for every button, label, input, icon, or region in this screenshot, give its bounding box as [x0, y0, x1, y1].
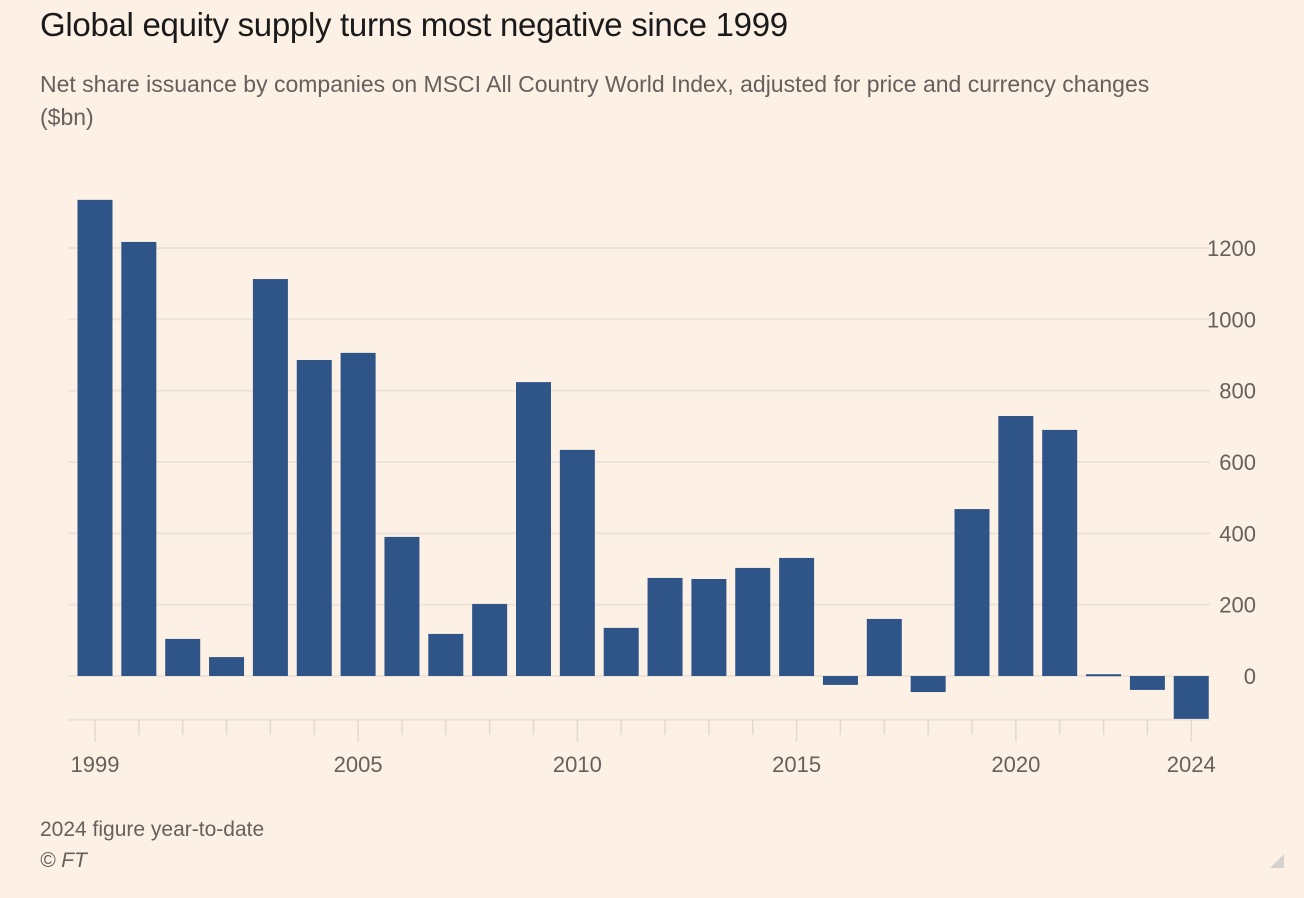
y-axis: 0 200 400 600 800 1000 1200 [1207, 236, 1256, 689]
bar-2020 [998, 415, 1034, 676]
y-tick-label: 600 [1219, 450, 1256, 475]
source-credit: © FT [40, 849, 87, 872]
bar-2016 [822, 676, 858, 685]
bars [77, 199, 1209, 720]
x-tick-label: 1999 [71, 752, 120, 777]
x-tick-label: 2015 [772, 752, 821, 777]
chart-title: Global equity supply turns most negative… [40, 6, 788, 43]
bar-2024 [1173, 676, 1209, 720]
x-tick-label: 2020 [991, 752, 1040, 777]
bar-2001 [165, 638, 201, 676]
bar-2003 [252, 279, 288, 676]
y-tick-label: 0 [1244, 664, 1256, 689]
x-tick-label: 2010 [553, 752, 602, 777]
bar-2018 [910, 676, 946, 693]
y-tick-label: 1200 [1207, 236, 1256, 261]
bar-2022 [1086, 674, 1122, 677]
bar-2015 [779, 557, 815, 676]
bar-2017 [866, 618, 902, 676]
footnote: 2024 figure year-to-date [40, 818, 265, 841]
y-tick-label: 400 [1219, 521, 1256, 546]
bar-2004 [296, 359, 332, 676]
x-tick-label: 2024 [1167, 752, 1216, 777]
resize-handle-icon[interactable] [1270, 854, 1284, 868]
bar-2005 [340, 352, 376, 676]
bar-2013 [691, 578, 727, 676]
bar-1999 [77, 199, 113, 676]
bar-2009 [516, 382, 551, 676]
bar-2008 [472, 603, 508, 676]
chart-subtitle: Net share issuance by companies on MSCI … [40, 71, 1150, 130]
bar-2002 [209, 657, 245, 676]
x-axis: 1999 2005 2010 2015 2020 2024 [68, 718, 1216, 777]
bar-2023 [1129, 676, 1165, 690]
bar-2007 [428, 633, 464, 676]
x-tick-label: 2005 [334, 752, 383, 777]
gridlines [68, 247, 1210, 677]
y-tick-label: 800 [1219, 379, 1256, 404]
bar-2000 [121, 241, 157, 677]
bar-2006 [384, 536, 420, 676]
bar-2021 [1042, 429, 1078, 676]
y-tick-label: 1000 [1207, 307, 1256, 332]
bar-2010 [559, 449, 595, 676]
y-tick-label: 200 [1219, 593, 1256, 618]
bar-2019 [954, 509, 990, 676]
bar-2012 [647, 577, 683, 676]
bar-2011 [603, 627, 639, 676]
bar-2014 [735, 567, 771, 676]
